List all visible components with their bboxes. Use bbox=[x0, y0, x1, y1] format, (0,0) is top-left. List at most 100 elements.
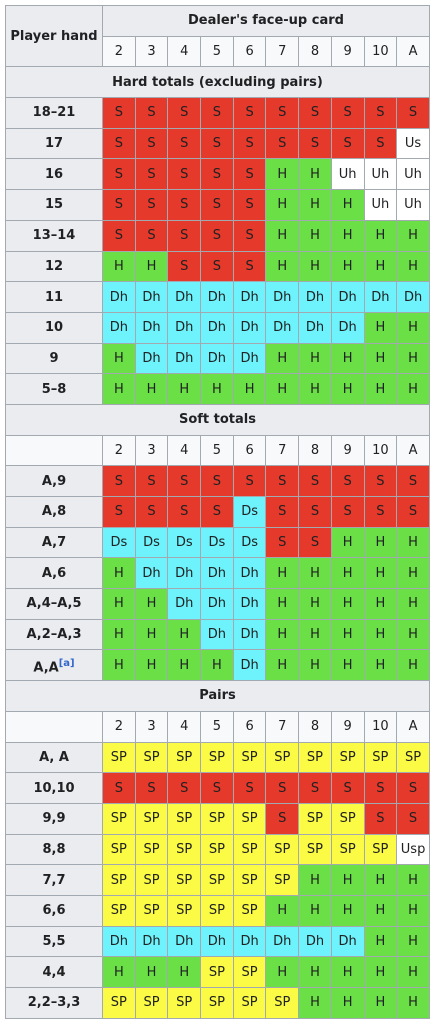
action-cell: SP bbox=[330, 833, 365, 866]
action-cell: H bbox=[167, 618, 202, 651]
action-cell: H bbox=[265, 588, 300, 620]
action-cell: SP bbox=[102, 833, 136, 866]
player-hand: 10,10 bbox=[5, 772, 103, 804]
action-cell: H bbox=[363, 219, 398, 252]
action-cell: S bbox=[363, 802, 398, 835]
player-hand: 9,9 bbox=[5, 802, 103, 835]
action-cell: H bbox=[265, 956, 300, 988]
action-cell: Ds bbox=[102, 526, 136, 559]
hand-row: A, A SP SP SP SP SP SP SP SP SP SP bbox=[5, 741, 430, 774]
dealer-card: 8 bbox=[298, 434, 332, 467]
dealer-card: 7 bbox=[265, 434, 300, 467]
action-cell: S bbox=[298, 526, 332, 559]
action-cell: H bbox=[396, 557, 430, 590]
empty-cell bbox=[5, 434, 103, 467]
action-cell: H bbox=[298, 588, 332, 620]
action-cell: Dh bbox=[167, 281, 202, 313]
action-cell: H bbox=[363, 618, 398, 651]
action-cell: SP bbox=[102, 741, 136, 774]
action-cell: SP bbox=[232, 741, 267, 774]
action-cell: H bbox=[265, 649, 300, 682]
footnote-link[interactable]: [a] bbox=[58, 657, 75, 669]
hand-row: 15 S S S S S H H H Uh Uh bbox=[5, 189, 430, 221]
action-cell: Dh bbox=[298, 311, 332, 344]
action-cell: S bbox=[265, 97, 300, 129]
action-cell: H bbox=[265, 189, 300, 221]
action-cell: H bbox=[134, 373, 169, 405]
hand-label: 10 bbox=[44, 320, 64, 336]
dealer-card: 8 bbox=[298, 35, 332, 68]
hand-row: 2,2–3,3 SP SP SP SP SP SP H H H H bbox=[5, 987, 430, 1019]
action-cell: SP bbox=[167, 802, 202, 835]
hand-row: 6,6 SP SP SP SP SP H H H H H bbox=[5, 894, 430, 927]
action-cell: SP bbox=[396, 741, 430, 774]
card-row: 2 3 4 5 6 7 8 9 10 A bbox=[6, 35, 430, 68]
action-cell: Dh bbox=[265, 311, 300, 344]
player-hand: 11 bbox=[5, 281, 103, 313]
action-cell: S bbox=[265, 496, 300, 528]
action-cell: H bbox=[396, 925, 430, 958]
action-cell: H bbox=[330, 526, 365, 559]
action-cell: S bbox=[200, 219, 234, 252]
action-cell: S bbox=[167, 97, 202, 129]
hand-row: 16 S S S S S H H Uh Uh Uh bbox=[5, 158, 430, 191]
dealer-card: 4 bbox=[167, 434, 202, 467]
action-cell: S bbox=[134, 219, 169, 252]
hand-row: 10,10 S S S S S S S S S S bbox=[5, 772, 430, 804]
action-cell: S bbox=[265, 526, 300, 559]
action-cell: H bbox=[330, 250, 365, 283]
section-row: Hard totals (excluding pairs) bbox=[5, 66, 430, 99]
action-cell: Dh bbox=[298, 281, 332, 313]
action-cell: S bbox=[396, 802, 430, 835]
action-cell: H bbox=[330, 588, 365, 620]
action-cell: SP bbox=[134, 741, 169, 774]
action-cell: Dh bbox=[232, 649, 267, 682]
player-hand: 5–8 bbox=[5, 373, 103, 405]
card-row: 2 3 4 5 6 7 8 9 10 A bbox=[5, 434, 430, 467]
action-cell: H bbox=[330, 373, 365, 405]
action-cell: SP bbox=[167, 987, 202, 1019]
action-cell: H bbox=[363, 894, 398, 927]
action-cell: S bbox=[200, 496, 234, 528]
action-cell: H bbox=[363, 373, 398, 405]
action-cell: SP bbox=[232, 956, 267, 988]
hand-label: A,6 bbox=[41, 565, 67, 581]
card-row: 2 3 4 5 6 7 8 9 10 A bbox=[5, 710, 430, 743]
action-cell: Uh bbox=[330, 158, 365, 191]
action-cell: Dh bbox=[102, 311, 136, 344]
action-cell: H bbox=[102, 250, 136, 283]
dealer-card: 10 bbox=[363, 35, 398, 68]
action-cell: SP bbox=[265, 833, 300, 866]
action-cell: H bbox=[167, 373, 202, 405]
player-hand: 16 bbox=[5, 158, 103, 191]
action-cell: H bbox=[363, 649, 398, 682]
dealer-card: 6 bbox=[232, 434, 267, 467]
hand-label: A,8 bbox=[41, 504, 67, 520]
action-cell: Dh bbox=[102, 281, 136, 313]
player-hand: 2,2–3,3 bbox=[5, 987, 103, 1019]
action-cell: S bbox=[167, 496, 202, 528]
dealer-card: 7 bbox=[265, 710, 300, 743]
action-cell: S bbox=[298, 496, 332, 528]
action-cell: H bbox=[396, 649, 430, 682]
action-cell: S bbox=[134, 127, 169, 160]
action-cell: H bbox=[200, 649, 234, 682]
action-cell: S bbox=[134, 97, 169, 129]
action-cell: Ds bbox=[200, 526, 234, 559]
action-cell: SP bbox=[232, 987, 267, 1019]
action-cell: SP bbox=[134, 987, 169, 1019]
action-cell: H bbox=[330, 219, 365, 252]
hand-label: 5–8 bbox=[41, 381, 67, 397]
hand-row: 18–21 S S S S S S S S S S bbox=[5, 97, 430, 129]
action-cell: H bbox=[330, 894, 365, 927]
hand-row: A,9 S S S S S S S S S S bbox=[5, 465, 430, 497]
action-cell: SP bbox=[232, 802, 267, 835]
dealer-card: 2 bbox=[102, 710, 136, 743]
action-cell: S bbox=[330, 127, 365, 160]
action-cell: S bbox=[396, 772, 430, 804]
section-row: Pairs bbox=[5, 680, 430, 712]
action-cell: S bbox=[102, 97, 136, 129]
player-hand: A,9 bbox=[5, 465, 103, 497]
action-cell: H bbox=[363, 342, 398, 375]
